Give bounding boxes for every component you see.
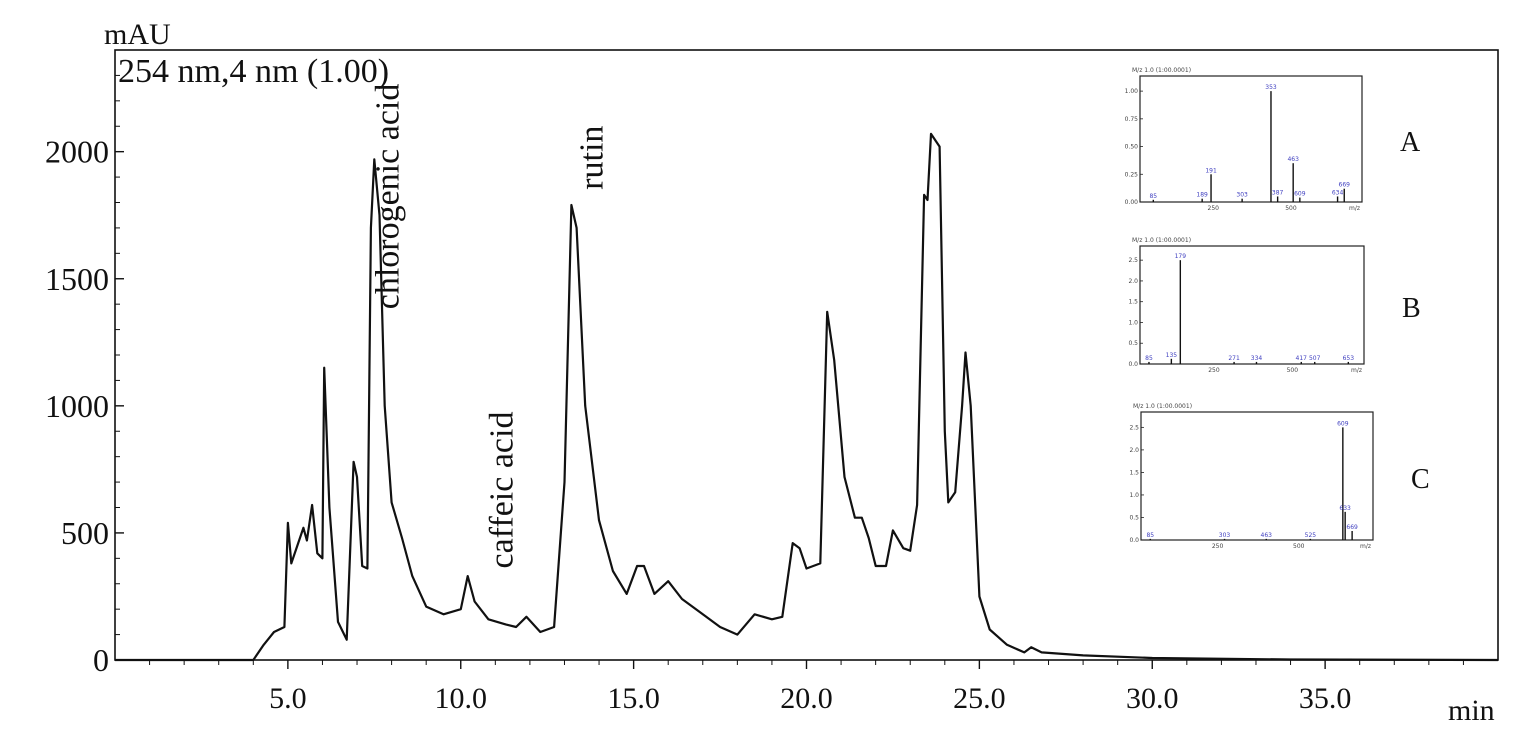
- inset-y-label: 0.5: [1129, 514, 1139, 521]
- inset-header: M/z 1.0 (1:00.0001): [1133, 403, 1192, 410]
- x-tick-label: 10.0: [435, 682, 488, 715]
- chromatogram-trace: [115, 132, 1499, 662]
- series-group: [115, 132, 1499, 662]
- inset-x-unit: m/z: [1351, 367, 1362, 374]
- y-tick-group: 0 500 1000 1500 2000: [45, 74, 124, 678]
- inset-y-label: 0.0: [1128, 361, 1138, 368]
- y-axis-label: mAU: [104, 18, 171, 51]
- ms-peak-label: 189: [1196, 192, 1208, 199]
- inset-x-label: 500: [1293, 543, 1305, 550]
- y-tick-label: 2000: [45, 134, 109, 170]
- x-tick-label: 15.0: [607, 682, 660, 715]
- inset-y-label: 1.5: [1129, 469, 1139, 476]
- inset-y-label: 0.75: [1125, 116, 1139, 123]
- ms-peak-label: 634: [1332, 189, 1344, 196]
- inset-panel-b: M/z 1.0 (1:00.0001) 0.0 0.5 1.0 1.5 2.0 2.5 250…: [1128, 237, 1420, 374]
- annotation-group: chlorogenic acid caffeic acid rutin: [370, 84, 611, 569]
- x-tick-label: 20.0: [780, 682, 833, 715]
- ms-peak-label: 334: [1251, 355, 1263, 362]
- inset-frame: [1139, 245, 1365, 365]
- inset-panel-letter: B: [1402, 293, 1421, 324]
- inset-y-label: 0.25: [1125, 171, 1139, 178]
- y-tick-label: 500: [61, 515, 109, 551]
- ms-peak-label: 609: [1337, 420, 1349, 427]
- ms-peak-label: 633: [1339, 505, 1351, 512]
- y-tick-label: 1500: [45, 261, 109, 297]
- inset-header: M/z 1.0 (1:00.0001): [1132, 67, 1191, 74]
- inset-x-label: 500: [1285, 205, 1297, 212]
- ms-peak-label: 669: [1339, 182, 1351, 189]
- ms-peak-label: 85: [1146, 532, 1154, 539]
- ms-peak-label: 353: [1265, 84, 1277, 91]
- inset-x-label: 250: [1208, 367, 1220, 374]
- ms-peak-label: 609: [1294, 191, 1306, 198]
- inset-y-label: 2.5: [1128, 257, 1138, 264]
- ms-peak-label: 653: [1343, 355, 1355, 362]
- inset-y-label: 2.5: [1129, 424, 1139, 431]
- y-tick-label: 0: [93, 642, 109, 678]
- inset-x-label: 250: [1208, 205, 1220, 212]
- x-tick-group: 5.0 10.0 15.0 20.0 25.0 30.0 35.0: [149, 660, 1464, 715]
- inset-panel-c: M/z 1.0 (1:00.0001) 0.0 0.5 1.0 1.5 2.0 2.5 250…: [1129, 403, 1429, 550]
- ms-peak-label: 85: [1149, 193, 1157, 200]
- inset-y-label: 2.0: [1128, 278, 1138, 285]
- peak-annotation: chlorogenic acid: [370, 84, 407, 310]
- ms-peak-label: 303: [1236, 192, 1248, 199]
- x-tick-label: 35.0: [1299, 682, 1352, 715]
- chart-subtitle: 254 nm,4 nm (1.00): [118, 53, 389, 90]
- inset-x-unit: m/z: [1349, 205, 1360, 212]
- inset-x-unit: m/z: [1360, 543, 1371, 550]
- inset-panel-letter: C: [1411, 464, 1430, 495]
- inset-x-label: 250: [1212, 543, 1224, 550]
- ms-peak-label: 135: [1166, 352, 1178, 359]
- inset-y-label: 1.00: [1125, 88, 1139, 95]
- ms-peak-label: 463: [1261, 532, 1273, 539]
- inset-y-label: 0.00: [1125, 199, 1139, 206]
- x-axis-label: min: [1448, 694, 1495, 727]
- inset-x-label: 500: [1287, 367, 1299, 374]
- ms-peak-label: 303: [1219, 532, 1231, 539]
- ms-peak-label: 387: [1272, 189, 1284, 196]
- x-tick-label: 25.0: [953, 682, 1006, 715]
- inset-header: M/z 1.0 (1:00.0001): [1132, 237, 1191, 244]
- inset-frame: [1139, 75, 1363, 203]
- peak-annotation: rutin: [574, 126, 611, 190]
- x-tick-label: 30.0: [1126, 682, 1179, 715]
- inset-y-label: 1.0: [1128, 319, 1138, 326]
- inset-y-label: 2.0: [1129, 447, 1139, 454]
- ms-peak-label: 463: [1287, 156, 1299, 163]
- ms-peak-label: 525: [1305, 532, 1317, 539]
- ms-peak-label: 669: [1346, 524, 1358, 531]
- y-tick-label: 1000: [45, 388, 109, 424]
- ms-peak-label: 417: [1296, 355, 1308, 362]
- inset-y-label: 0.0: [1129, 537, 1139, 544]
- inset-panel-letter: A: [1400, 127, 1421, 158]
- x-tick-label: 5.0: [269, 682, 307, 715]
- inset-y-label: 1.5: [1128, 299, 1138, 306]
- inset-panel-a: M/z 1.0 (1:00.0001) 0.00 0.25 0.50 0.75 1.00 2…: [1125, 67, 1421, 212]
- ms-peak-label: 271: [1228, 355, 1240, 362]
- inset-y-label: 0.5: [1128, 340, 1138, 347]
- inset-frame: [1140, 411, 1374, 541]
- ms-peak-label: 507: [1309, 355, 1321, 362]
- ms-peak-label: 179: [1175, 253, 1187, 260]
- inset-y-label: 1.0: [1129, 492, 1139, 499]
- ms-peak-label: 85: [1145, 355, 1153, 362]
- inset-group: M/z 1.0 (1:00.0001) 0.00 0.25 0.50 0.75 1.00 2…: [1125, 67, 1430, 550]
- inset-y-label: 0.50: [1125, 144, 1139, 151]
- peak-annotation: caffeic acid: [484, 412, 521, 569]
- ms-peak-label: 191: [1205, 167, 1217, 174]
